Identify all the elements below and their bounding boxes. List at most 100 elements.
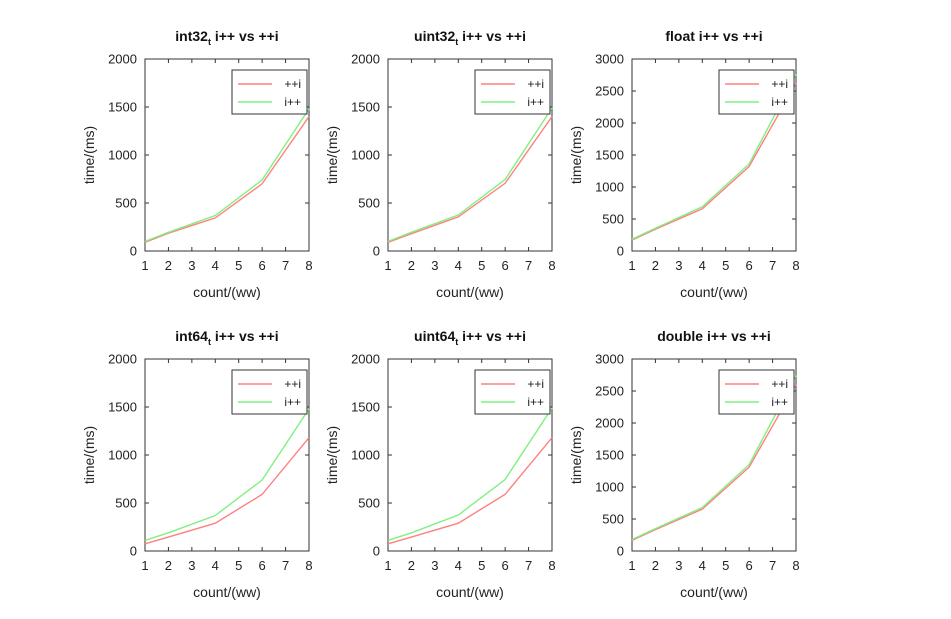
subplot-3: 1 2 3 4 5 6 7 8 0 500 1000 1500 2000 2500 3000 count/(w… [568,28,800,300]
legend-label: i++ [771,395,788,409]
series-line-post-increment [387,107,553,243]
y-tick-label: 1000 [351,448,380,463]
legend-label: i++ [771,95,788,109]
y-tick-label: 2500 [595,384,624,399]
x-tick-label: 5 [722,558,729,573]
y-tick-label: 2000 [595,416,624,431]
y-axis-label: time/(ms) [81,126,97,184]
y-tick-label: 1000 [351,148,380,163]
chart-title: int64t i++ vs ++i [175,328,278,347]
x-tick-label: 4 [699,558,706,573]
legend: ++i i++ [474,69,551,115]
y-tick-label: 500 [115,196,137,211]
x-tick-label: 1 [384,558,391,573]
subplot-5: 1 2 3 4 5 6 7 8 0 500 1000 1500 2000 count/(ww) time/(… [324,328,556,600]
title-suffix: i++ vs ++i [458,328,526,344]
y-tick-label: 2000 [351,352,380,367]
x-tick-label: 4 [699,258,706,273]
x-tick-label: 6 [259,258,266,273]
x-tick-label: 2 [408,558,415,573]
x-tick-label: 1 [628,558,635,573]
y-tick-label: 1500 [108,100,137,115]
y-tick-label: 2000 [108,352,137,367]
series-line-pre-increment [387,116,553,244]
legend-label: i++ [527,95,544,109]
x-tick-label: 7 [282,258,289,273]
series-line-pre-increment [144,116,310,244]
y-tick-label: 2000 [595,116,624,131]
y-tick-label: 1500 [595,148,624,163]
y-tick-label: 0 [617,244,624,259]
legend-box [474,69,551,115]
x-tick-label: 2 [652,558,659,573]
y-tick-label: 0 [130,544,137,559]
y-tick-label: 500 [602,512,624,527]
subplot-2: 1 2 3 4 5 6 7 8 0 500 1000 1500 2000 count/(ww) time/(… [324,28,556,300]
title-subscript: t [208,37,211,47]
x-tick-label: 7 [769,258,776,273]
chart-title: uint64t i++ vs ++i [414,328,526,347]
y-tick-label: 3000 [595,52,624,67]
series-line-post-increment [387,407,553,542]
legend: ++i i++ [231,369,308,415]
series-line-pre-increment [631,384,797,542]
x-axis-label: count/(ww) [436,584,504,600]
x-axis-label: count/(ww) [193,584,261,600]
legend: ++i i++ [718,69,795,115]
y-tick-label: 0 [373,544,380,559]
legend: ++i i++ [231,69,308,115]
y-tick-label: 2000 [108,52,137,67]
series-line-pre-increment [144,437,310,545]
x-tick-label: 4 [212,558,219,573]
x-tick-label: 6 [502,258,509,273]
legend: ++i i++ [474,369,551,415]
legend: ++i i++ [718,369,795,415]
x-tick-label: 3 [188,558,195,573]
x-tick-label: 6 [746,258,753,273]
x-tick-label: 1 [141,258,148,273]
y-tick-label: 1500 [595,448,624,463]
title-subscript: t [455,37,458,47]
title-base: uint64 [414,328,455,344]
legend-label: i++ [284,95,301,109]
y-axis-label: time/(ms) [81,426,97,484]
legend-label: i++ [284,395,301,409]
series-line-post-increment [631,375,797,541]
y-tick-label: 1000 [595,180,624,195]
y-tick-label: 1500 [108,400,137,415]
y-tick-label: 1500 [351,400,380,415]
x-tick-label: 2 [408,258,415,273]
legend-label: i++ [527,395,544,409]
x-axis-label: count/(ww) [680,584,748,600]
chart-title: double i++ vs ++i [657,328,771,344]
y-tick-label: 0 [617,544,624,559]
title-suffix: i++ vs ++i [211,28,279,44]
legend-box [231,369,308,415]
y-tick-label: 2000 [351,52,380,67]
y-tick-label: 1500 [351,100,380,115]
legend-label: ++i [771,77,788,91]
legend-box [718,369,795,415]
y-tick-label: 0 [373,244,380,259]
y-axis-label: time/(ms) [568,426,584,484]
x-tick-label: 6 [259,558,266,573]
x-tick-label: 1 [628,258,635,273]
chart-title: float i++ vs ++i [665,28,762,44]
subplot-6: 1 2 3 4 5 6 7 8 0 500 1000 1500 2000 2500 3000 count/(w… [568,328,800,600]
x-axis-label: count/(ww) [436,284,504,300]
x-tick-label: 2 [165,258,172,273]
y-tick-label: 500 [602,212,624,227]
x-tick-label: 8 [548,558,555,573]
x-tick-label: 6 [502,558,509,573]
legend-label: ++i [771,377,788,391]
x-tick-label: 8 [548,258,555,273]
y-tick-label: 1000 [108,148,137,163]
x-tick-label: 1 [384,258,391,273]
x-tick-label: 5 [722,258,729,273]
series-line-pre-increment [387,437,553,545]
y-tick-label: 0 [130,244,137,259]
y-tick-label: 2500 [595,84,624,99]
x-tick-label: 7 [769,558,776,573]
y-tick-label: 500 [358,196,380,211]
